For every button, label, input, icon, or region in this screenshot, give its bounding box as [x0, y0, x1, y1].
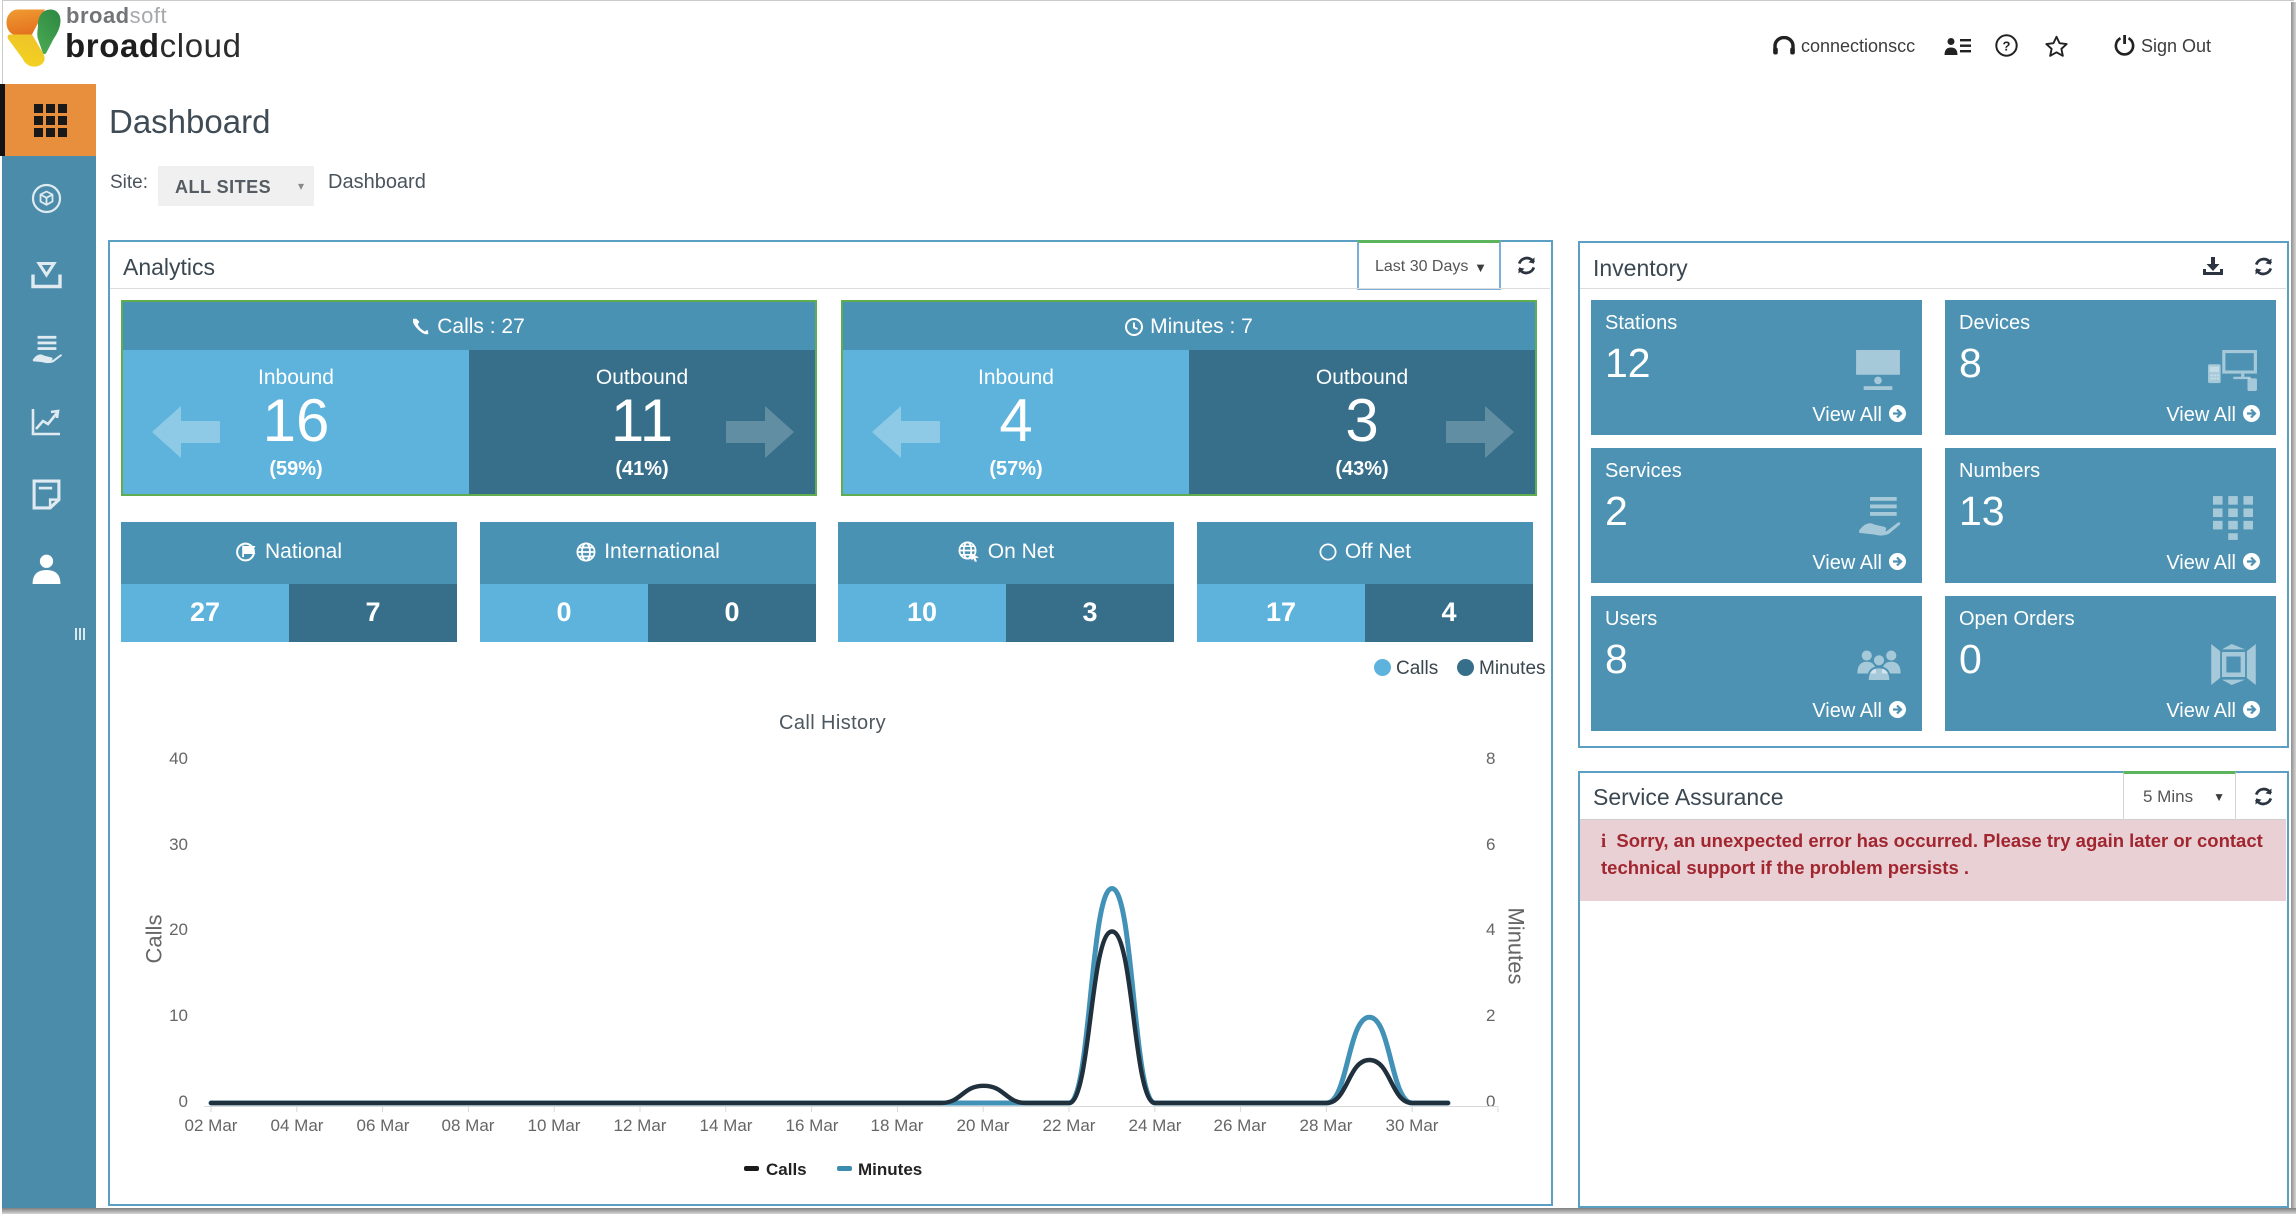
svg-text:?: ?: [2003, 38, 2011, 53]
